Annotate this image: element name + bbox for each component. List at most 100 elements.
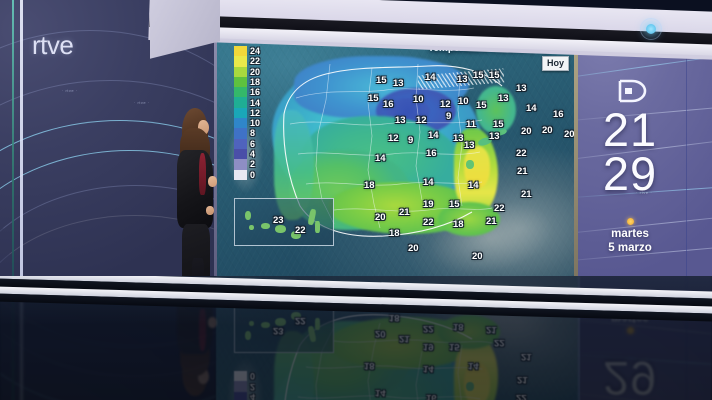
temperature-label: 18 (453, 219, 464, 230)
day-badge: Hoy (542, 56, 570, 71)
temperature-label: 23 (273, 215, 284, 226)
temperature-label: 20 (408, 243, 419, 254)
weather-map-screen[interactable]: 1513141315151516101210151313141617192013… (216, 276, 580, 400)
legend-color-bar (234, 46, 247, 180)
legend-label-6: 6 (250, 138, 256, 149)
temperature-label: 22 (423, 217, 434, 228)
legend-swatch-16 (234, 87, 247, 98)
temperature-label: 22 (516, 148, 527, 159)
temperature-label: 21 (399, 207, 410, 218)
temperature-label: 12 (416, 115, 427, 126)
iberia-temperature-field (268, 54, 518, 244)
temperature-label: 13 (395, 115, 406, 126)
studio-floor: rtve · rtve · · rtve · (0, 276, 712, 400)
temperature-label: 15 (449, 199, 460, 210)
temperature-label: 10 (413, 94, 424, 105)
legend-label-10: 10 (250, 118, 261, 129)
legend-label-18: 18 (250, 76, 261, 87)
temperature-label: 16 (383, 99, 394, 110)
temperature-label: 20 (472, 251, 483, 262)
temperature-label: 9 (408, 135, 414, 146)
temperature-label: 20 (564, 129, 575, 140)
legend-label-4: 4 (250, 149, 256, 159)
rtve-logo: rtve (32, 30, 74, 60)
legend-label-20: 20 (250, 66, 261, 77)
screen-right-frame (574, 24, 579, 281)
wall-micro-label-1: · rtve · (62, 88, 78, 93)
temperature-label: 13 (457, 74, 468, 85)
temperature-label: 21 (517, 166, 528, 177)
legend-label-16: 16 (250, 87, 261, 98)
temperature-label: 15 (473, 70, 484, 81)
temperature-label: 21 (486, 216, 497, 227)
studio-right-panel: 21 29 · rtve · martes 5 marzo (578, 22, 712, 280)
temperature-label: 13 (498, 93, 509, 104)
weather-map-screen[interactable]: 1513141315151516101210151313141617192013… (216, 26, 580, 279)
temperature-label: 10 (458, 96, 469, 107)
screen-left-frame (214, 24, 217, 281)
temperature-label: 14 (375, 153, 386, 164)
temperature-label: 13 (489, 131, 500, 142)
date-display: martes 5 marzo (578, 218, 682, 255)
wall-white-trim (20, 0, 23, 292)
temperature-label: 13 (516, 83, 527, 94)
presenter-scarf (199, 153, 206, 195)
legend-label-14: 14 (250, 97, 261, 108)
temperature-label: 19 (423, 199, 434, 210)
date-label: 5 marzo (608, 242, 652, 254)
presenter-hand-lower (206, 206, 214, 215)
temperature-label: 15 (476, 100, 487, 111)
legend-swatch-2 (234, 159, 247, 170)
temperature-label: 15 (489, 70, 500, 81)
temperature-label: 13 (453, 133, 464, 144)
legend-swatch-10 (234, 118, 247, 129)
temperature-label: 18 (389, 228, 400, 239)
temperature-label: 21 (521, 189, 532, 200)
legend-swatch-8 (234, 128, 247, 139)
temperature-label: 9 (446, 111, 452, 122)
datos-clima-logo-icon (616, 78, 650, 104)
canary-islands-inset: 23 22 (234, 198, 334, 246)
temperature-label: 13 (464, 140, 475, 151)
panel-micro-label: · rtve · (636, 190, 653, 195)
temperature-label: 14 (468, 180, 479, 191)
legend-swatch-12 (234, 107, 247, 119)
legend-swatch-4 (234, 148, 247, 160)
reflection-iberia-temperature-field (268, 307, 518, 400)
temperature-label: 11 (466, 119, 477, 130)
temperature-label: 20 (375, 212, 386, 223)
legend-label-22: 22 (250, 56, 261, 67)
wall-green-trim (12, 0, 14, 292)
legend-swatch-24 (234, 46, 247, 57)
temperature-label: 20 (542, 125, 553, 136)
legend-swatch-18 (234, 76, 247, 88)
reflection-region-borders (283, 314, 493, 400)
sun-icon (626, 218, 634, 225)
temperature-label: 22 (295, 225, 306, 236)
legend-label-0: 0 (250, 169, 256, 180)
temperature-label: 20 (521, 126, 532, 137)
temperature-legend: 24 22 20 18 16 14 12 10 8 6 4 2 0 (234, 46, 278, 180)
clock-minute: 29 (602, 147, 658, 200)
ceiling-spotlight-icon (640, 18, 662, 40)
panel-seam-line (686, 22, 687, 280)
weekday-label: martes (611, 228, 649, 240)
wall-micro-label-2: · rtve · (134, 100, 150, 105)
temperature-label: 16 (553, 109, 564, 120)
legend-label-2: 2 (250, 159, 256, 170)
legend-swatch-6 (234, 138, 247, 149)
legend-label-8: 8 (250, 128, 256, 139)
legend-label-24: 24 (250, 46, 261, 56)
map-reflection: 1513141315151516101210151313141617192013… (216, 276, 580, 400)
temperature-label: 18 (364, 180, 375, 191)
temperature-label: 14 (526, 103, 537, 114)
legend-swatch-22 (234, 56, 247, 67)
presenter-jacket (177, 150, 213, 228)
legend-swatch-20 (234, 66, 247, 77)
temperature-label: 15 (368, 93, 379, 104)
temperature-label: 16 (426, 148, 437, 159)
temperature-label: 14 (425, 72, 436, 83)
temperature-label: 22 (494, 203, 505, 214)
temperature-label: 15 (376, 75, 387, 86)
presenter-face (198, 120, 209, 135)
